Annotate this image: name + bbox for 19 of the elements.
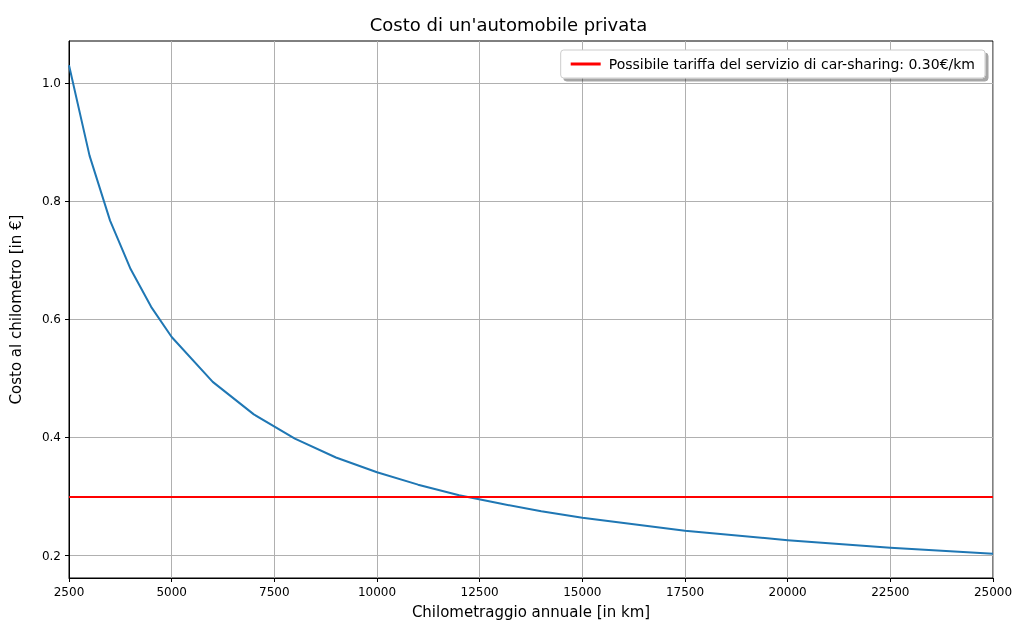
y-tick-label: 0.8: [41, 194, 61, 209]
y-tick-label: 0.6: [41, 312, 61, 327]
x-tick-label: 22500: [871, 585, 910, 599]
chart-title: Costo di un'automobile privata: [369, 13, 648, 35]
y-axis-title: Costo al chilometro [in €]: [6, 214, 25, 405]
x-tick-label: 7500: [259, 585, 290, 599]
y-tick-label: 0.2: [41, 548, 61, 563]
x-tick-label: 25000: [973, 585, 1013, 599]
x-axis-title: Chilometraggio annuale [in km]: [411, 602, 651, 621]
x-tick-label: 2500: [53, 585, 85, 599]
legend-label: Possibile tariffa del servizio di car-sharing: 0.30€/km: [608, 56, 975, 72]
x-tick-label: 10000: [357, 585, 397, 599]
x-tick-label: 12500: [460, 585, 499, 599]
x-tick-label: 15000: [563, 585, 602, 599]
x-tick-label: 17500: [665, 585, 705, 599]
y-tick-label: 1.0: [41, 75, 61, 90]
y-tick-label: 0.4: [41, 430, 61, 445]
x-tick-label: 20000: [768, 585, 807, 599]
x-tick-label: 5000: [156, 585, 187, 599]
